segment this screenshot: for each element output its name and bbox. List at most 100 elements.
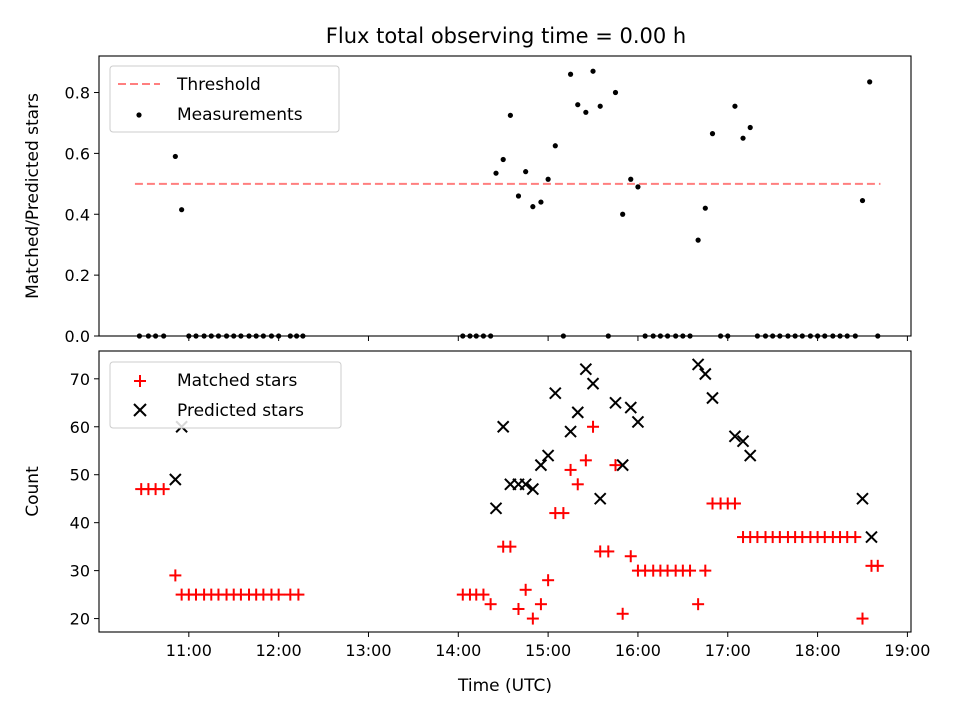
predicted-star-point — [624, 401, 637, 414]
matched-star-point — [624, 550, 637, 563]
matched-star-point — [169, 569, 182, 582]
legend-measurements-swatch — [136, 112, 142, 118]
measurement-point — [493, 170, 499, 176]
matched-star-point — [477, 588, 490, 601]
bottom-axes-frame — [98, 350, 912, 633]
measurement-point — [620, 211, 626, 217]
measurement-point — [538, 199, 544, 205]
chart-title: Flux total observing time = 0.00 h — [326, 24, 686, 48]
ytick-label: 60 — [70, 418, 90, 437]
measurement-point — [867, 79, 873, 85]
xtick-label: 15:00 — [525, 641, 571, 660]
matched-star-point — [684, 564, 697, 577]
predicted-star-point — [549, 386, 562, 400]
matched-star-point — [272, 588, 285, 601]
xtick-label: 17:00 — [705, 641, 751, 660]
measurement-point — [732, 103, 738, 109]
top-panel: 0.00.20.40.60.8 Matched/Predicted stars … — [23, 55, 912, 346]
top-ytick-group: 0.0 0.2 0.4 0.6 0.8 — [65, 84, 99, 346]
ytick-label: 0.6 — [65, 144, 90, 163]
xtick-label: 12:00 — [256, 641, 302, 660]
predicted-star-point — [489, 502, 503, 515]
predicted-star-point — [541, 449, 555, 462]
matched-star-point — [609, 459, 622, 472]
matched-star-point — [616, 607, 629, 620]
ytick-label: 0.8 — [65, 84, 90, 103]
bottom-y-axis-label: Count — [23, 466, 43, 517]
matched-star-point — [557, 507, 570, 520]
measurement-point — [740, 135, 746, 141]
predicted-star-point — [631, 415, 645, 429]
bottom-panel: 20 30 40 50 60 70 11:00 12:00 13:00 14:00 15:00 16… — [23, 350, 930, 696]
predicted-star-point — [564, 425, 577, 438]
matched-star-point — [519, 583, 532, 596]
matched-star-point — [542, 574, 555, 587]
measurement-point — [515, 193, 522, 199]
matched-star-point — [526, 612, 539, 625]
xtick-label: 18:00 — [795, 641, 841, 660]
predicted-star-point — [586, 377, 600, 390]
ytick-label: 20 — [70, 610, 90, 629]
predicted-star-point — [169, 473, 182, 486]
legend-predicted-swatch — [133, 403, 147, 417]
matched-star-point — [699, 564, 712, 577]
legend-threshold-label: Threshold — [176, 75, 261, 95]
measurement-point — [597, 103, 603, 109]
measurement-point — [172, 153, 178, 160]
predicted-star-point — [571, 406, 584, 419]
measurement-point — [590, 68, 596, 74]
predicted-star-point — [526, 482, 540, 496]
top-legend: Threshold Measurements — [109, 65, 340, 133]
matched-star-point — [692, 598, 705, 611]
matched-star-point — [157, 483, 170, 496]
predicted-star-point — [865, 530, 878, 544]
predicted-star-point — [706, 391, 719, 405]
xtick-label: 11:00 — [166, 641, 212, 660]
measurement-point — [179, 207, 185, 213]
measurement-point — [702, 205, 708, 211]
matched-star-point — [579, 454, 592, 467]
predicted-star-point — [616, 458, 629, 472]
measurement-point — [709, 131, 716, 137]
measurement-point — [507, 112, 513, 118]
bottom-ytick-group: 20 30 40 50 60 70 — [70, 370, 99, 629]
predicted-star-point — [519, 478, 532, 491]
ytick-label: 70 — [70, 370, 90, 389]
ytick-label: 0.2 — [65, 266, 90, 285]
top-axes-frame — [98, 55, 912, 337]
matched-star-point — [602, 545, 615, 558]
xtick-label: 13:00 — [345, 641, 391, 660]
predicted-star-point — [856, 492, 869, 505]
measurement-point — [552, 143, 558, 149]
matched-star-point — [504, 540, 517, 553]
bottom-xtick-group: 11:00 12:00 13:00 14:00 15:00 16:00 17:00 18:00… — [166, 632, 930, 660]
predicted-star-point — [534, 458, 548, 472]
matched-star-point — [292, 588, 305, 601]
bottom-legend: Matched stars Predicted stars — [109, 361, 342, 429]
matched-star-point — [534, 598, 547, 611]
measurement-point — [612, 89, 619, 96]
measurement-point — [695, 237, 701, 243]
legend-measurements-label: Measurements — [177, 105, 303, 125]
predicted-star-point — [594, 492, 607, 505]
measurement-point — [567, 71, 574, 77]
legend-matched-swatch — [134, 375, 146, 387]
predicted-star-point — [496, 420, 510, 433]
xtick-label: 19:00 — [884, 641, 930, 660]
x-axis-label: Time (UTC) — [457, 676, 552, 696]
top-legend-box — [109, 65, 340, 133]
ytick-label: 0.4 — [65, 205, 90, 224]
measurement-point — [500, 156, 506, 163]
measurement-point — [859, 197, 866, 204]
legend-predicted-label: Predicted stars — [177, 401, 304, 421]
predicted-star-point — [691, 358, 705, 371]
ytick-label: 30 — [70, 562, 90, 581]
predicted-star-point — [609, 396, 622, 409]
matched-star-point — [871, 559, 884, 572]
bottom-legend-box — [109, 361, 342, 429]
matched-star-point — [571, 478, 584, 491]
measurement-point — [545, 176, 551, 182]
predicted-star-point — [579, 363, 593, 376]
matched-star-point — [728, 497, 741, 510]
